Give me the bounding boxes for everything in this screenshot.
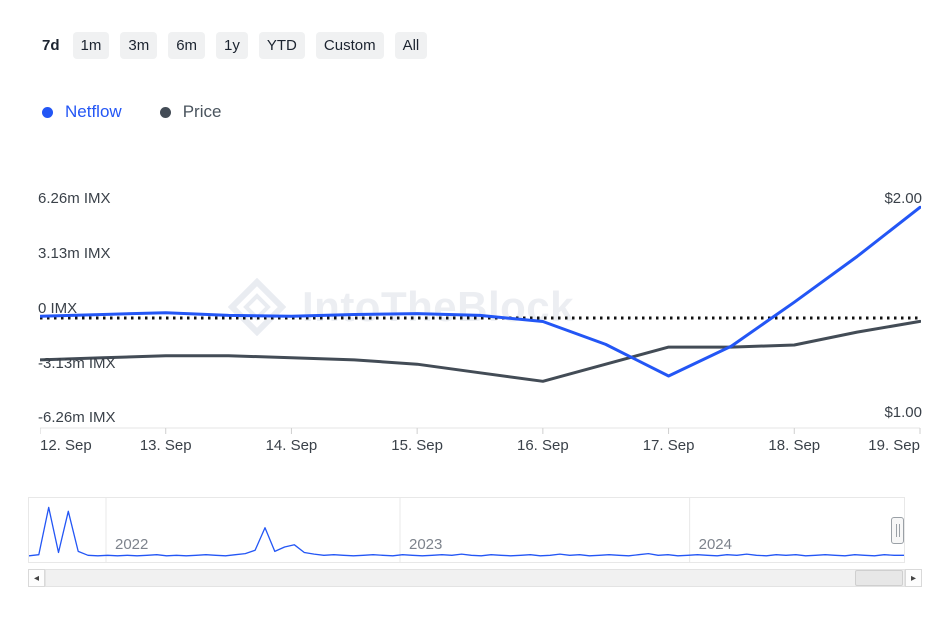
x-axis-ticks [40,428,921,434]
x-axis-label: 14. Sep [265,437,318,454]
navigator-year-label: 2023 [409,536,443,553]
netflow-line [40,205,921,378]
range-button-6m[interactable]: 6m [168,32,206,59]
y-axis-label-left: 6.26m IMX [38,190,111,207]
x-axis-label: 19. Sep [868,437,920,454]
navigator-sparkline [29,498,904,562]
price-line [40,319,921,383]
range-selector: 7d 1m 3m 6m 1y YTD Custom All [40,32,428,59]
navigator-year-label: 2022 [115,536,149,553]
netflow-dot-icon [42,106,53,118]
scrollbar-track[interactable] [45,569,905,587]
range-button-1y[interactable]: 1y [216,32,248,59]
legend-item-price[interactable]: Price [159,102,222,122]
y-axis-label-right: $2.00 [884,190,922,207]
navigator-range-handle[interactable] [891,517,904,544]
x-axis-label: 18. Sep [768,437,821,454]
legend-label-price: Price [182,102,222,121]
navigator-series-line [29,506,904,557]
legend-item-netflow[interactable]: Netflow [42,102,122,122]
scrollbar-right-arrow-button[interactable]: ▸ [905,569,922,587]
range-button-7d[interactable]: 7d [40,32,62,59]
navigator-year-gridlines [105,498,691,562]
x-axis-label: 12. Sep [40,437,92,454]
main-chart-plot-area[interactable] [40,190,921,438]
legend-label-netflow: Netflow [65,102,122,121]
y-axis-label-right: $1.00 [884,404,922,421]
scrollbar: ◂ ▸ [28,569,922,587]
navigator[interactable] [28,497,905,563]
price-dot-icon [159,106,171,118]
y-axis-label-left: 3.13m IMX [38,245,111,262]
legend: Netflow Price [42,102,221,122]
range-button-1m[interactable]: 1m [72,32,110,59]
scrollbar-left-arrow-button[interactable]: ◂ [28,569,45,587]
y-axis-label-left: -6.26m IMX [38,409,116,426]
x-axis-label: 17. Sep [642,437,695,454]
range-button-all[interactable]: All [394,32,428,59]
x-axis-label: 16. Sep [516,437,569,454]
scrollbar-thumb[interactable] [855,570,903,586]
x-axis-label: 15. Sep [391,437,443,454]
y-axis-label-left: 0 IMX [38,300,78,317]
y-axis-label-left: -3.13m IMX [38,355,116,372]
navigator-year-label: 2024 [698,536,732,553]
range-button-custom[interactable]: Custom [315,32,384,59]
x-axis-label: 13. Sep [139,437,192,454]
range-button-3m[interactable]: 3m [120,32,158,59]
range-button-ytd[interactable]: YTD [258,32,305,59]
